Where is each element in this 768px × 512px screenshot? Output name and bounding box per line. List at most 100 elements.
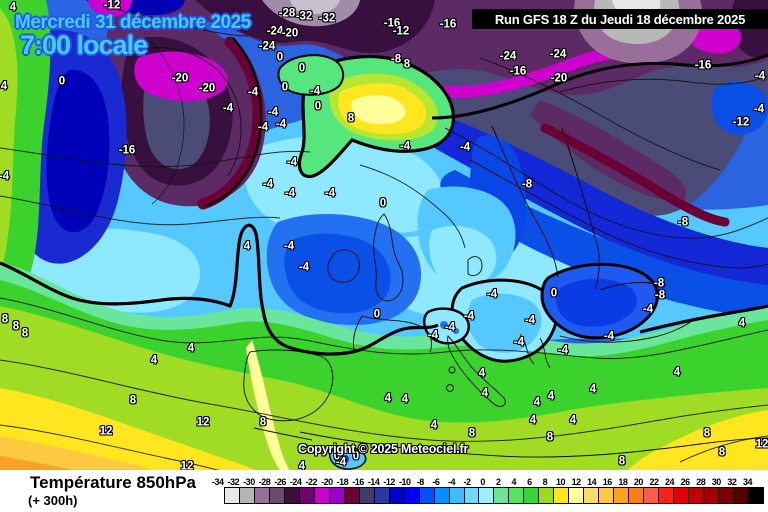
temperature-label: 4: [0, 80, 8, 93]
temperature-label: 8: [403, 58, 411, 71]
temperature-label: -4: [463, 310, 475, 323]
temperature-label: 4: [738, 317, 746, 330]
scale-tick-label: -30: [243, 477, 255, 487]
temperature-label: 12: [180, 460, 194, 473]
scale-color-cell: [703, 488, 718, 503]
scale-tick-label: -26: [274, 477, 286, 487]
temperature-label: -4: [309, 85, 321, 98]
scale-color-cell: [658, 488, 674, 503]
temperature-label: -24: [266, 25, 284, 38]
temperature-label: 4: [243, 240, 251, 253]
scale-tick-label: -22: [305, 477, 318, 487]
scale-color-cell: [628, 488, 644, 503]
run-info-box: Run GFS 18 Z du Jeudi 18 décembre 2025: [472, 9, 768, 29]
scale-tick-label: 4: [511, 477, 517, 487]
temperature-label: -4: [298, 261, 310, 274]
temperature-label: -4: [247, 86, 259, 99]
scale-tick-label: -28: [258, 477, 271, 487]
temperature-label: -12: [103, 0, 121, 12]
scale-color-cell: [388, 488, 404, 503]
temperature-label: -4: [222, 102, 234, 115]
temperature-label: 12: [196, 416, 210, 429]
temperature-label: -4: [513, 336, 525, 349]
temperature-label: 0: [379, 197, 387, 210]
temperature-label: -16: [694, 59, 712, 72]
temperature-label: -8: [677, 216, 689, 229]
scale-color-cell: [343, 488, 359, 503]
temperature-label: 4: [430, 419, 438, 432]
temperature-label: 0: [333, 450, 341, 463]
temperature-label: -4: [284, 187, 296, 200]
scale-color-cell: [418, 488, 434, 503]
scale-tick-label: -10: [398, 477, 411, 487]
scale-color-cell: [673, 488, 689, 503]
temperature-label: -16: [118, 144, 136, 157]
temperature-label: 12: [99, 425, 113, 438]
temperature-label: -4: [399, 140, 411, 153]
scale-color-cell: [463, 488, 479, 503]
temperature-label: 4: [9, 1, 17, 14]
temperature-label: -8: [521, 178, 533, 191]
forecast-time: 7:00 locale: [20, 30, 148, 60]
scale-color-cell: [478, 488, 494, 503]
scale-tick-label: 12: [571, 477, 582, 487]
temperature-label: -4: [283, 240, 295, 253]
scale-color-cell: [553, 488, 569, 503]
color-scale: [224, 487, 764, 504]
scale-color-cell: [433, 488, 449, 503]
temperature-label: -4: [642, 303, 654, 316]
scale-tick-label: -20: [321, 477, 333, 487]
scale-tick-label: 28: [696, 477, 706, 487]
temperature-label: 8: [259, 416, 267, 429]
scale-color-cell: [493, 488, 509, 503]
temperature-label: -8: [654, 289, 666, 302]
scale-tick-label: -12: [383, 477, 395, 487]
temperature-label: -4: [275, 118, 287, 131]
temperature-label: -24: [549, 48, 567, 61]
temperature-label: 0: [352, 450, 360, 463]
temperature-label: -4: [324, 187, 336, 200]
temperature-label: 4: [384, 392, 392, 405]
temperature-label: 4: [547, 390, 555, 403]
temperature-label: -4: [257, 121, 269, 134]
scale-color-cell: [313, 488, 329, 503]
temperature-label: 4: [298, 460, 306, 473]
temperature-label: -8: [390, 53, 402, 66]
scale-tick-label: -2: [463, 477, 472, 487]
scale-color-cell: [253, 488, 269, 503]
scale-tick-label: 32: [727, 477, 737, 487]
scale-tick-label: -24: [289, 477, 302, 487]
temperature-label: -24: [258, 40, 276, 53]
temperature-label: -4: [286, 156, 298, 169]
copyright-text: Copyright © 2025 Meteociel.fr: [298, 442, 469, 456]
temperature-label: -4: [335, 456, 347, 469]
scale-color-cell: [508, 488, 524, 503]
scale-color-cell: [568, 488, 584, 503]
temperature-label: -16: [509, 65, 527, 78]
legend-subtitle: (+ 300h): [28, 493, 78, 508]
temperature-label: 8: [546, 431, 554, 444]
temperature-label: 0: [281, 81, 289, 94]
temperature-label: 4: [569, 414, 577, 427]
temperature-label: 0: [373, 308, 381, 321]
scale-color-cell: [268, 488, 284, 503]
scale-tick-label: -18: [336, 477, 349, 487]
temperature-label: 8: [129, 394, 137, 407]
scale-tick-label: 10: [556, 477, 566, 487]
temperature-label: -4: [262, 178, 274, 191]
scale-color-cell: [523, 488, 539, 503]
temperature-label: 4: [673, 366, 681, 379]
scale-tick-label: 8: [542, 477, 548, 487]
legend-bar: Température 850hPa (+ 300h) -34 -32 -30 -28…: [0, 470, 768, 512]
scale-tick-label: -6: [432, 477, 440, 487]
scale-color-cell: [403, 488, 419, 503]
temperature-label: 0: [58, 75, 66, 88]
temperature-label: 4: [187, 342, 195, 355]
temperature-label: 8: [718, 446, 726, 459]
temperature-label: -32: [295, 10, 313, 23]
temperature-label: 0: [276, 51, 284, 64]
temperature-label: 8: [618, 455, 626, 468]
temperature-label: 4: [478, 367, 486, 380]
